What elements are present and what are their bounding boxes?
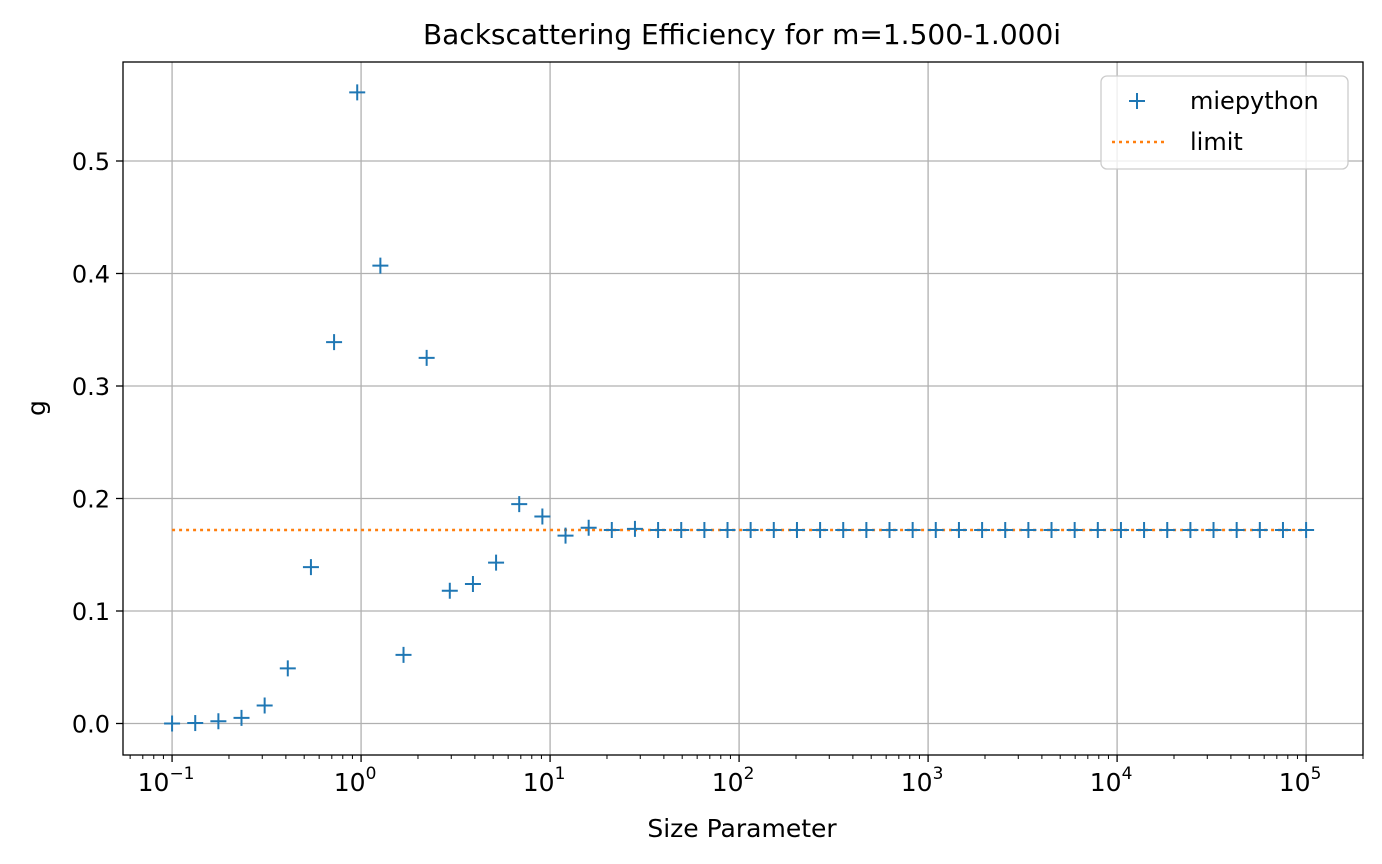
y-tick-label: 0.0 (72, 711, 110, 739)
y-tick-label: 0.3 (72, 373, 110, 401)
data-point (1205, 522, 1222, 538)
plot-frame (122, 61, 1364, 756)
data-point (696, 522, 713, 538)
data-point (650, 522, 667, 538)
data-point (372, 257, 389, 274)
data-point (1112, 522, 1129, 538)
data-point (302, 559, 319, 576)
plot-series (164, 84, 1315, 732)
x-tick-label: 104 (1090, 764, 1133, 797)
data-point (1182, 522, 1199, 538)
y-axis-label: g (22, 400, 51, 416)
x-tick-label: 101 (523, 764, 566, 797)
y-tick-label: 0.5 (72, 148, 110, 176)
data-point (835, 522, 852, 538)
data-point (1043, 522, 1060, 538)
data-point (256, 697, 273, 714)
x-axis-label: Size Parameter (647, 814, 837, 843)
x-tick-label: 105 (1279, 764, 1322, 797)
x-tick-label-base: 10 (523, 768, 555, 797)
x-tick-label-exponent: 1 (555, 764, 566, 784)
y-axis: 0.0 0.1 0.2 0.3 0.4 0.5 (72, 148, 123, 739)
data-point (580, 519, 597, 536)
grid (123, 62, 1363, 755)
data-point (488, 554, 505, 571)
data-point (1159, 522, 1176, 538)
x-tick-label: 102 (712, 764, 755, 797)
legend-label-miepython: miepython (1190, 87, 1319, 115)
x-tick-label: 103 (901, 764, 944, 797)
x-axis: 10−1 100 101 102 103 104 105 (129, 755, 1364, 797)
data-point (1251, 522, 1268, 538)
data-point (326, 334, 343, 351)
data-point (395, 646, 412, 663)
data-point (603, 522, 620, 538)
data-point (534, 508, 551, 525)
legend-label-limit: limit (1190, 128, 1243, 156)
x-tick-label-exponent: 5 (1311, 764, 1322, 784)
data-point (557, 527, 574, 544)
data-point (1136, 522, 1153, 538)
x-tick-label-exponent: 4 (1122, 764, 1133, 784)
x-tick-label: 100 (334, 764, 377, 797)
data-point (742, 522, 759, 538)
data-point (1228, 522, 1245, 538)
data-point (950, 522, 967, 538)
chart-title: Backscattering Efficiency for m=1.500-1.… (423, 18, 1061, 51)
data-point (441, 582, 458, 599)
x-tick-label-exponent: 0 (366, 764, 377, 784)
data-point (1066, 522, 1083, 538)
x-tick-label-base: 10 (334, 768, 366, 797)
data-point (349, 84, 366, 101)
data-point (511, 496, 528, 513)
data-point (1089, 522, 1106, 538)
legend-marker-miepython (1129, 93, 1145, 109)
data-point (904, 522, 921, 538)
data-point (719, 522, 736, 538)
data-point (812, 522, 829, 538)
data-point (187, 715, 204, 732)
x-tick-label: 10−1 (138, 764, 195, 797)
x-tick-label-exponent: 2 (744, 764, 755, 784)
x-tick-label-base: 10 (712, 768, 744, 797)
data-point (673, 522, 690, 538)
data-point (626, 520, 643, 537)
data-point (1274, 522, 1291, 538)
legend: miepython limit (1100, 75, 1349, 170)
x-tick-label-base: 10 (1279, 768, 1311, 797)
data-point (997, 522, 1014, 538)
data-point (974, 522, 991, 538)
data-point (210, 713, 227, 730)
data-point (927, 522, 944, 538)
data-point (1020, 522, 1037, 538)
data-point (464, 576, 481, 592)
y-tick-label: 0.2 (72, 486, 110, 514)
y-tick-label: 0.1 (72, 598, 110, 626)
y-tick-label: 0.4 (72, 261, 110, 289)
legend-box (1100, 75, 1349, 170)
x-tick-label-base: 10 (1090, 768, 1122, 797)
data-point (233, 709, 250, 726)
data-point (279, 660, 296, 677)
data-point (858, 522, 875, 538)
data-point (164, 715, 181, 732)
data-point (418, 349, 435, 366)
x-tick-label-exponent: 3 (933, 764, 944, 784)
x-tick-label-base: 10 (901, 768, 933, 797)
data-point (765, 522, 782, 538)
data-point (1298, 522, 1315, 538)
data-point (881, 522, 898, 538)
x-tick-label-exponent: −1 (169, 764, 194, 784)
x-tick-label-base: 10 (138, 768, 170, 797)
data-point (788, 522, 805, 538)
